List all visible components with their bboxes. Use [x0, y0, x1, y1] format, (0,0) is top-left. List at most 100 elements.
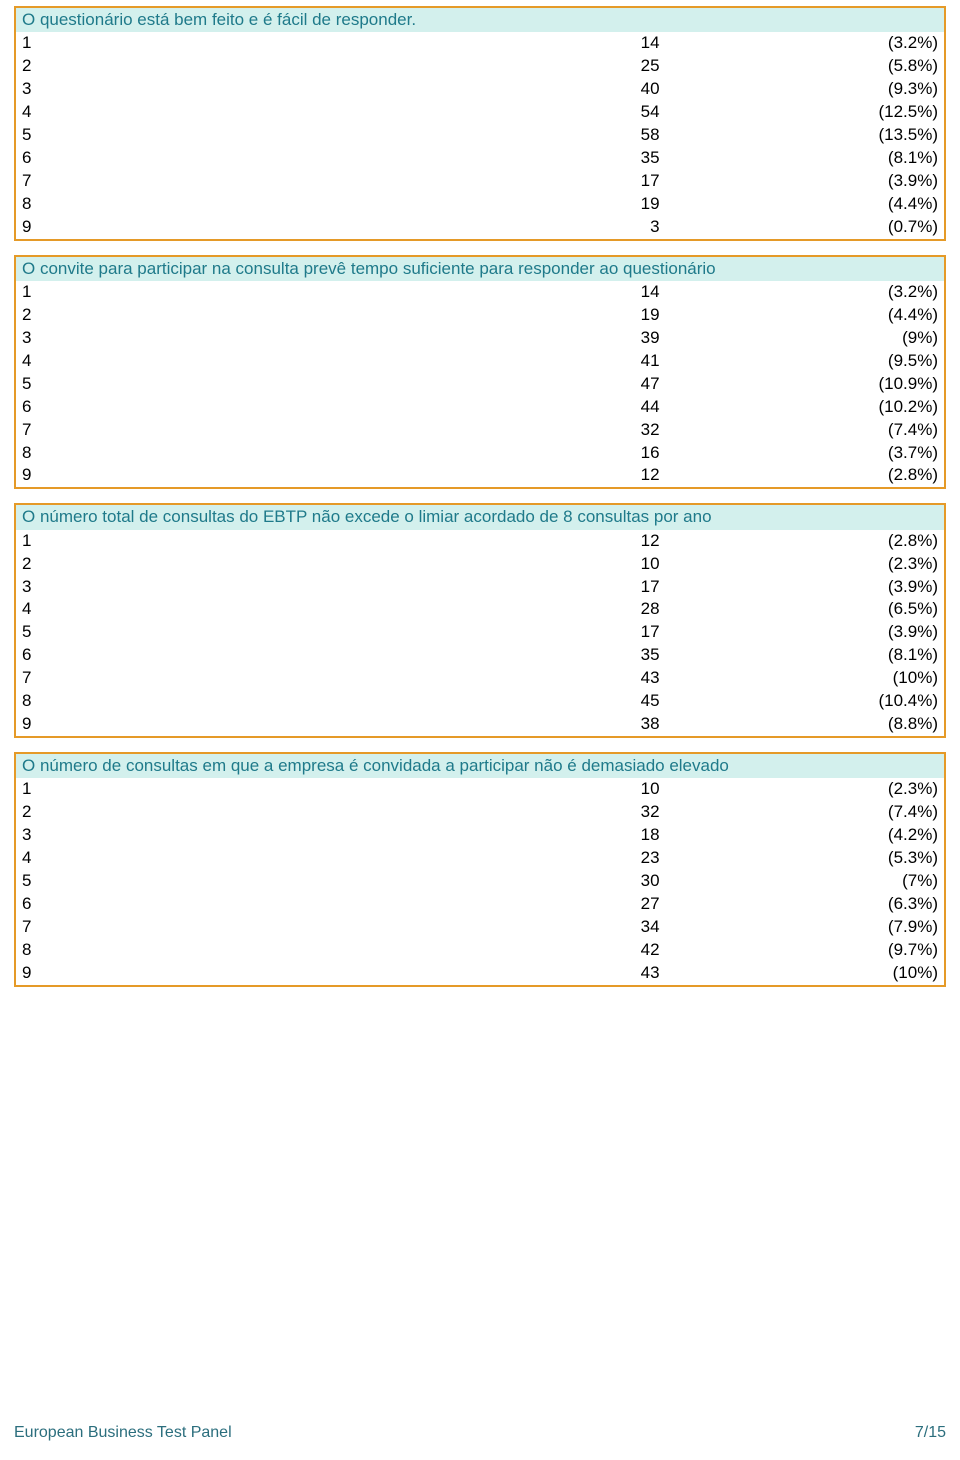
table-row: 717(3.9%) — [16, 170, 944, 193]
table-row: 441(9.5%) — [16, 350, 944, 373]
row-percent: (13.5%) — [666, 124, 944, 147]
row-label: 6 — [16, 893, 387, 916]
table-row: 219(4.4%) — [16, 304, 944, 327]
row-percent: (4.4%) — [666, 193, 944, 216]
row-count: 54 — [387, 101, 665, 124]
row-count: 17 — [387, 170, 665, 193]
row-percent: (10.2%) — [666, 396, 944, 419]
table-row: 842(9.7%) — [16, 939, 944, 962]
table-row: 845(10.4%) — [16, 690, 944, 713]
row-percent: (5.8%) — [666, 55, 944, 78]
row-percent: (3.9%) — [666, 170, 944, 193]
row-label: 3 — [16, 327, 387, 350]
table-row: 110(2.3%) — [16, 778, 944, 801]
table-row: 114(3.2%) — [16, 281, 944, 304]
table-row: 938(8.8%) — [16, 713, 944, 736]
row-count: 12 — [387, 530, 665, 553]
row-label: 3 — [16, 824, 387, 847]
row-label: 2 — [16, 304, 387, 327]
table-row: 225(5.8%) — [16, 55, 944, 78]
row-percent: (10.4%) — [666, 690, 944, 713]
row-label: 4 — [16, 101, 387, 124]
row-count: 30 — [387, 870, 665, 893]
response-table: 114(3.2%)225(5.8%)340(9.3%)454(12.5%) 558… — [16, 32, 944, 238]
section-title: O número total de consultas do EBTP não … — [16, 505, 944, 529]
row-label: 1 — [16, 778, 387, 801]
row-label: 5 — [16, 124, 387, 147]
row-label: 8 — [16, 939, 387, 962]
row-label: 4 — [16, 847, 387, 870]
footer-source: European Business Test Panel — [14, 1424, 232, 1442]
table-row: 112(2.8%) — [16, 530, 944, 553]
row-count: 32 — [387, 419, 665, 442]
row-percent: (2.3%) — [666, 778, 944, 801]
row-count: 34 — [387, 916, 665, 939]
table-row: 635(8.1%) — [16, 644, 944, 667]
row-label: 3 — [16, 78, 387, 101]
row-count: 40 — [387, 78, 665, 101]
row-count: 58 — [387, 124, 665, 147]
row-label: 4 — [16, 350, 387, 373]
row-label: 6 — [16, 644, 387, 667]
row-count: 47 — [387, 373, 665, 396]
row-percent: (0.7%) — [666, 216, 944, 239]
row-count: 19 — [387, 304, 665, 327]
row-count: 10 — [387, 778, 665, 801]
row-percent: (3.7%) — [666, 442, 944, 465]
table-row: 743(10%) — [16, 667, 944, 690]
row-count: 35 — [387, 147, 665, 170]
row-percent: (10%) — [666, 667, 944, 690]
row-label: 2 — [16, 553, 387, 576]
row-count: 18 — [387, 824, 665, 847]
row-count: 43 — [387, 667, 665, 690]
table-row: 210(2.3%) — [16, 553, 944, 576]
row-percent: (7.4%) — [666, 419, 944, 442]
row-label: 9 — [16, 216, 387, 239]
row-count: 41 — [387, 350, 665, 373]
table-row: 816(3.7%) — [16, 442, 944, 465]
row-percent: (3.9%) — [666, 621, 944, 644]
table-row: 317(3.9%) — [16, 576, 944, 599]
table-row: 93(0.7%) — [16, 216, 944, 239]
row-label: 6 — [16, 396, 387, 419]
row-percent: (7.9%) — [666, 916, 944, 939]
row-percent: (2.8%) — [666, 530, 944, 553]
row-label: 6 — [16, 147, 387, 170]
table-row: 547(10.9%) — [16, 373, 944, 396]
row-percent: (8.8%) — [666, 713, 944, 736]
row-label: 5 — [16, 621, 387, 644]
row-label: 7 — [16, 419, 387, 442]
row-label: 5 — [16, 373, 387, 396]
row-percent: (12.5%) — [666, 101, 944, 124]
table-row: 340(9.3%) — [16, 78, 944, 101]
row-count: 27 — [387, 893, 665, 916]
footer-page-number: 7/15 — [915, 1424, 946, 1442]
row-percent: (2.8%) — [666, 464, 944, 487]
row-count: 19 — [387, 193, 665, 216]
table-row: 912(2.8%) — [16, 464, 944, 487]
row-count: 16 — [387, 442, 665, 465]
page-footer: European Business Test Panel 7/15 — [14, 1424, 946, 1442]
row-label: 9 — [16, 962, 387, 985]
table-row: 232(7.4%) — [16, 801, 944, 824]
table-row: 734(7.9%) — [16, 916, 944, 939]
row-label: 4 — [16, 598, 387, 621]
section-title: O número de consultas em que a empresa é… — [16, 754, 944, 778]
row-label: 2 — [16, 55, 387, 78]
row-percent: (3.2%) — [666, 32, 944, 55]
table-row: 114(3.2%) — [16, 32, 944, 55]
row-percent: (3.9%) — [666, 576, 944, 599]
row-label: 8 — [16, 690, 387, 713]
row-count: 10 — [387, 553, 665, 576]
row-percent: (8.1%) — [666, 644, 944, 667]
section-title: O convite para participar na consulta pr… — [16, 257, 944, 281]
table-row: 318(4.2%) — [16, 824, 944, 847]
row-percent: (10%) — [666, 962, 944, 985]
row-count: 45 — [387, 690, 665, 713]
response-table: 112(2.8%)210(2.3%)317(3.9%)428(6.5%)517(… — [16, 530, 944, 736]
table-row: 627(6.3%) — [16, 893, 944, 916]
row-count: 44 — [387, 396, 665, 419]
row-count: 12 — [387, 464, 665, 487]
row-percent: (7.4%) — [666, 801, 944, 824]
survey-section: O número total de consultas do EBTP não … — [14, 503, 946, 738]
